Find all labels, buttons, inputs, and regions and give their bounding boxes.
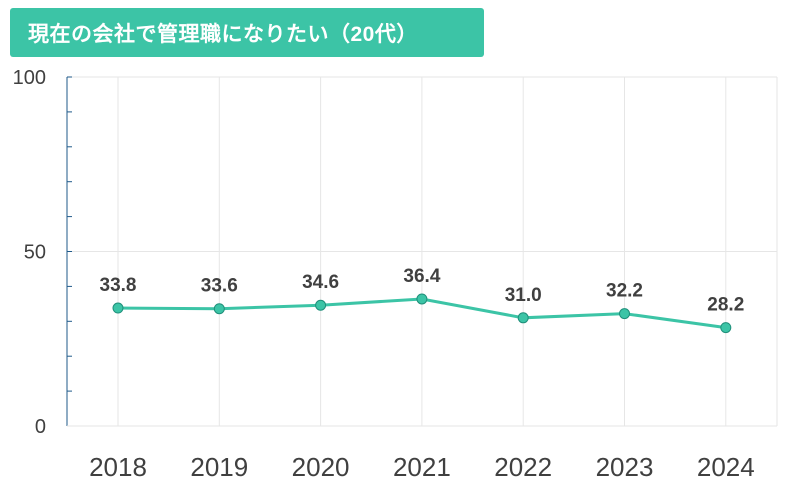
y-tick-label: 50 (24, 242, 46, 264)
x-tick-label: 2020 (292, 452, 350, 482)
data-point (517, 312, 529, 324)
data-label: 34.6 (302, 272, 339, 293)
y-tick-label: 0 (35, 416, 46, 438)
data-point (720, 322, 732, 334)
data-label: 28.2 (707, 295, 744, 316)
data-point (619, 308, 630, 320)
y-tick-label: 100 (13, 67, 46, 89)
x-tick-label: 2021 (393, 452, 451, 482)
data-label: 31.0 (505, 285, 542, 306)
x-tick-label: 2022 (494, 452, 552, 482)
data-label: 36.4 (403, 266, 440, 287)
chart-title: 現在の会社で管理職になりたい（20代） (10, 8, 484, 57)
data-label: 33.8 (100, 275, 137, 296)
data-label: 32.2 (606, 281, 643, 302)
x-tick-label: 2024 (697, 452, 755, 482)
data-point (416, 293, 428, 305)
x-tick-label: 2019 (190, 452, 248, 482)
chart-title-text: 現在の会社で管理職になりたい（20代） (28, 22, 418, 46)
x-tick-label: 2018 (89, 452, 147, 482)
data-point (213, 303, 225, 315)
data-point (112, 302, 124, 314)
data-point (315, 299, 327, 311)
data-label: 33.6 (201, 276, 238, 297)
x-tick-label: 2023 (596, 452, 654, 482)
